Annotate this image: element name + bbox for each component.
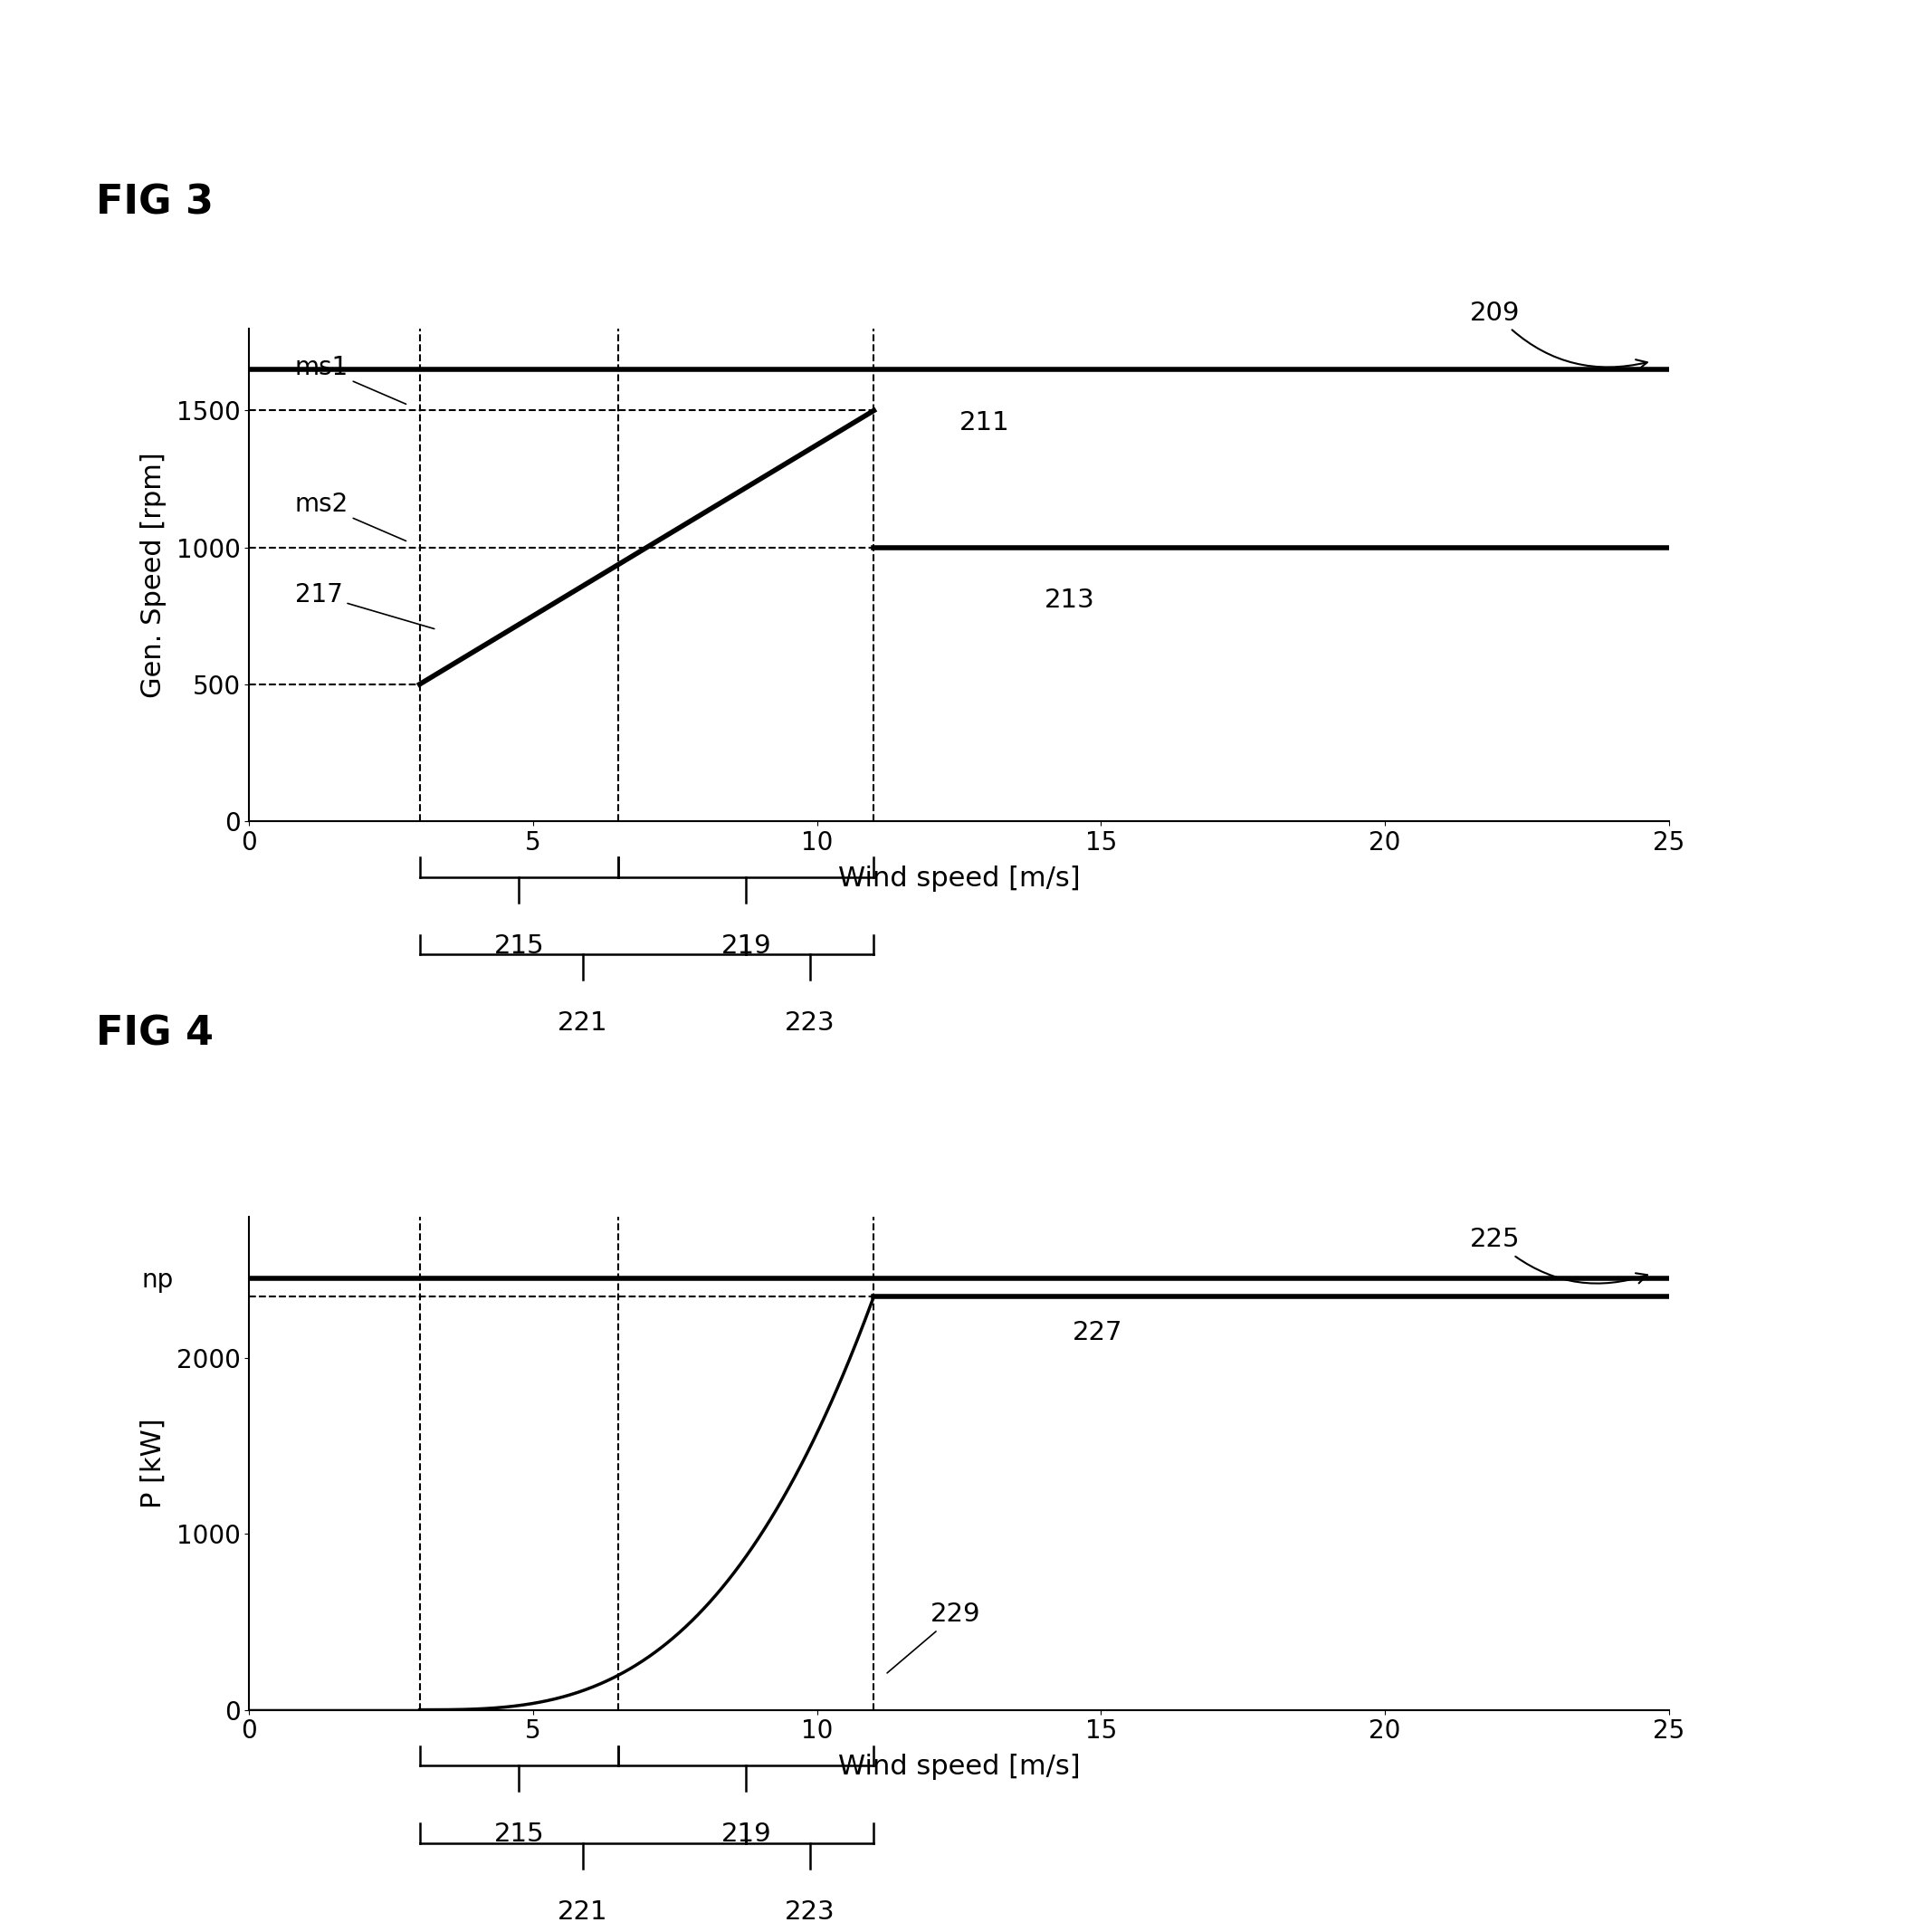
Text: 213: 213 [1043, 587, 1095, 612]
Text: FIG 3: FIG 3 [96, 184, 213, 222]
Text: 229: 229 [888, 1602, 980, 1673]
Text: 223: 223 [784, 1899, 834, 1924]
Text: 215: 215 [493, 933, 545, 958]
X-axis label: Wind speed [m/s]: Wind speed [m/s] [838, 1754, 1080, 1779]
Y-axis label: P [kW]: P [kW] [140, 1418, 167, 1509]
Text: 221: 221 [558, 1010, 608, 1036]
Text: 209: 209 [1469, 299, 1648, 369]
Text: 223: 223 [784, 1010, 834, 1036]
Text: ms1: ms1 [295, 355, 407, 404]
Text: 215: 215 [493, 1822, 545, 1847]
X-axis label: Wind speed [m/s]: Wind speed [m/s] [838, 866, 1080, 891]
Text: 225: 225 [1469, 1227, 1648, 1283]
Text: 221: 221 [558, 1899, 608, 1924]
Text: np: np [142, 1267, 173, 1293]
Text: 219: 219 [721, 933, 771, 958]
Text: FIG 4: FIG 4 [96, 1014, 213, 1053]
Text: 227: 227 [1072, 1320, 1122, 1347]
Text: 217: 217 [295, 582, 433, 628]
Y-axis label: Gen. Speed [rpm]: Gen. Speed [rpm] [140, 452, 167, 697]
Text: 219: 219 [721, 1822, 771, 1847]
Text: 211: 211 [959, 410, 1009, 435]
Text: ms2: ms2 [295, 493, 407, 541]
